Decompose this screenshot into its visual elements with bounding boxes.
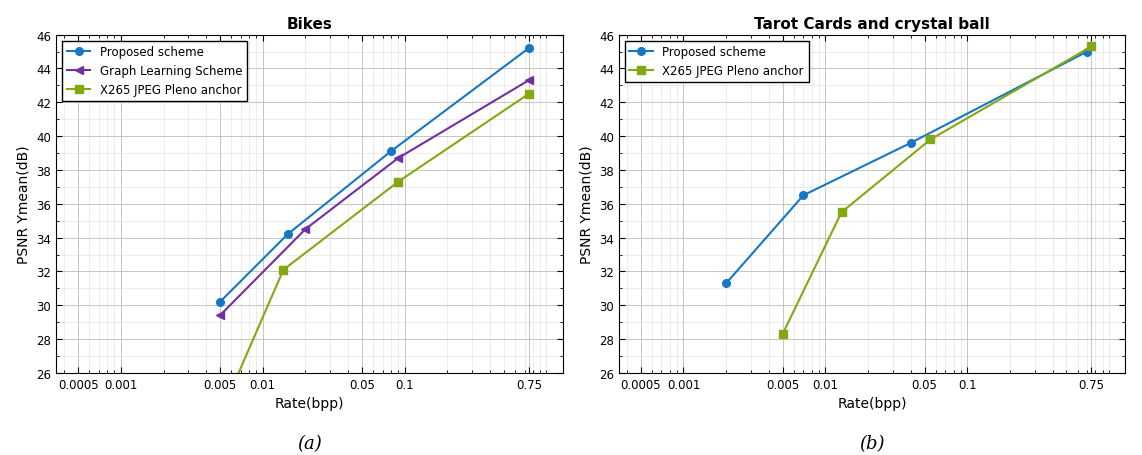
Proposed scheme [1080,50,1094,55]
Proposed scheme [796,193,810,198]
Proposed scheme [522,46,536,52]
Text: (a): (a) [297,434,322,452]
X265 JPEG Pleno anchor [835,210,849,216]
X265 JPEG Pleno anchor [224,387,238,393]
Y-axis label: PSNR Ymean(dB): PSNR Ymean(dB) [17,145,31,263]
Line: Proposed scheme: Proposed scheme [723,49,1091,288]
Title: Bikes: Bikes [287,17,332,31]
Graph Learning Scheme [522,78,536,84]
Legend: Proposed scheme, Graph Learning Scheme, X265 JPEG Pleno anchor: Proposed scheme, Graph Learning Scheme, … [62,41,247,101]
X-axis label: Rate(bpp): Rate(bpp) [837,396,907,410]
X265 JPEG Pleno anchor [924,137,938,143]
X265 JPEG Pleno anchor [276,268,290,273]
Y-axis label: PSNR Ymean(dB): PSNR Ymean(dB) [579,145,594,263]
Proposed scheme [214,299,227,305]
Proposed scheme [904,141,918,147]
Legend: Proposed scheme, X265 JPEG Pleno anchor: Proposed scheme, X265 JPEG Pleno anchor [625,41,809,83]
Line: Proposed scheme: Proposed scheme [216,45,532,306]
Line: X265 JPEG Pleno anchor: X265 JPEG Pleno anchor [779,44,1095,338]
Graph Learning Scheme [298,227,312,233]
Text: (b): (b) [859,434,885,452]
Line: X265 JPEG Pleno anchor: X265 JPEG Pleno anchor [227,91,532,394]
Line: Graph Learning Scheme: Graph Learning Scheme [216,77,533,320]
Proposed scheme [281,232,295,238]
Proposed scheme [384,149,397,155]
X265 JPEG Pleno anchor [1085,45,1099,50]
X265 JPEG Pleno anchor [392,180,405,185]
X265 JPEG Pleno anchor [522,92,536,97]
X265 JPEG Pleno anchor [775,332,789,337]
Graph Learning Scheme [214,313,227,318]
Title: Tarot Cards and crystal ball: Tarot Cards and crystal ball [754,17,990,31]
Proposed scheme [719,281,733,286]
Graph Learning Scheme [392,156,405,162]
X-axis label: Rate(bpp): Rate(bpp) [274,396,344,410]
